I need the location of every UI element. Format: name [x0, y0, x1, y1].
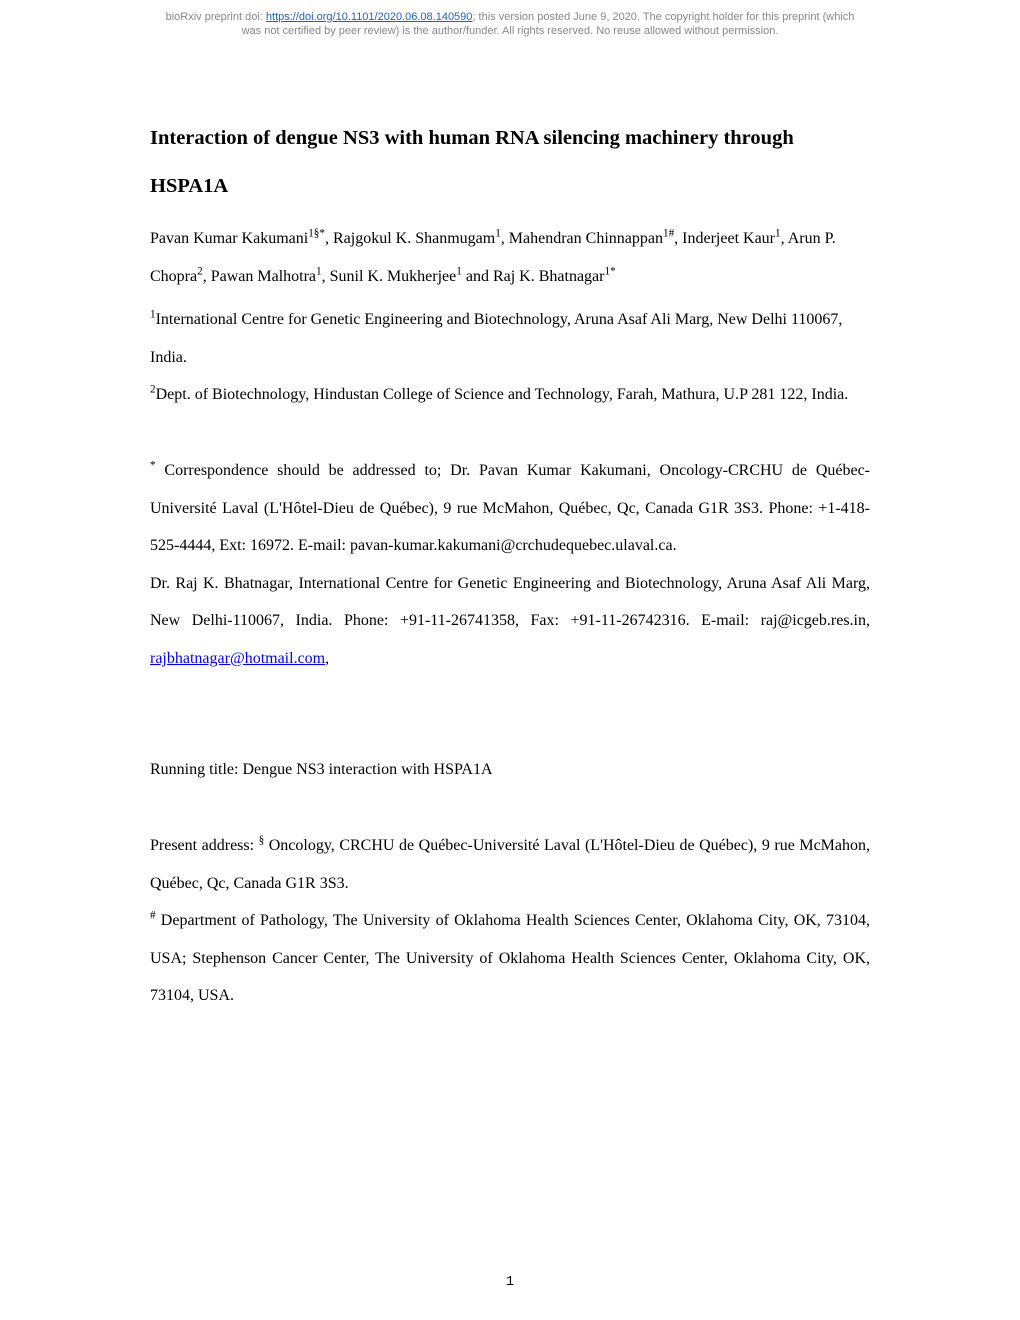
- page-number: 1: [0, 1274, 1020, 1290]
- header-line2: was not certified by peer review) is the…: [242, 25, 779, 37]
- author-name: , Mahendran Chinnappan: [501, 230, 663, 247]
- document-content: Interaction of dengue NS3 with human RNA…: [0, 39, 1020, 1015]
- correspondence-suffix: ,: [325, 650, 329, 667]
- affiliation-text: Dept. of Biotechnology, Hindustan Colleg…: [156, 386, 849, 403]
- authors-list: Pavan Kumar Kakumani1§*, Rajgokul K. Sha…: [150, 220, 870, 295]
- correspondence-text: Correspondence should be addressed to; D…: [150, 462, 870, 554]
- paper-title: Interaction of dengue NS3 with human RNA…: [150, 114, 870, 210]
- present-address-block: Present address: § Oncology, CRCHU de Qu…: [150, 827, 870, 1015]
- header-line1-prefix: bioRxiv preprint doi:: [166, 11, 266, 23]
- affiliation-text: International Centre for Genetic Enginee…: [150, 311, 842, 366]
- author-name: Pavan Kumar Kakumani: [150, 230, 308, 247]
- email-link[interactable]: rajbhatnagar@hotmail.com: [150, 650, 325, 667]
- preprint-header: bioRxiv preprint doi: https://doi.org/10…: [0, 0, 1020, 39]
- present-address-text: Department of Pathology, The University …: [150, 912, 870, 1004]
- author-name: , Inderjeet Kaur: [674, 230, 775, 247]
- author-sup: 1*: [604, 265, 615, 277]
- author-name: , Rajgokul K. Shanmugam: [325, 230, 495, 247]
- running-title: Running title: Dengue NS3 interaction wi…: [150, 751, 870, 789]
- author-name: , Pawan Malhotra: [203, 268, 316, 285]
- present-address-prefix: Present address:: [150, 837, 259, 854]
- author-sup: 1§*: [308, 228, 325, 240]
- correspondence-block: * Correspondence should be addressed to;…: [150, 452, 870, 678]
- author-name: , Sunil K. Mukherjee: [322, 268, 457, 285]
- author-sup: 1#: [663, 228, 674, 240]
- correspondence-text-2: Dr. Raj K. Bhatnagar, International Cent…: [150, 575, 870, 630]
- affiliation-1: 1International Centre for Genetic Engine…: [150, 301, 870, 376]
- affiliation-2: 2Dept. of Biotechnology, Hindustan Colle…: [150, 376, 870, 414]
- doi-link[interactable]: https://doi.org/10.1101/2020.06.08.14059…: [266, 11, 473, 23]
- header-line1-suffix: ; this version posted June 9, 2020. The …: [472, 11, 854, 23]
- author-name: and Raj K. Bhatnagar: [462, 268, 605, 285]
